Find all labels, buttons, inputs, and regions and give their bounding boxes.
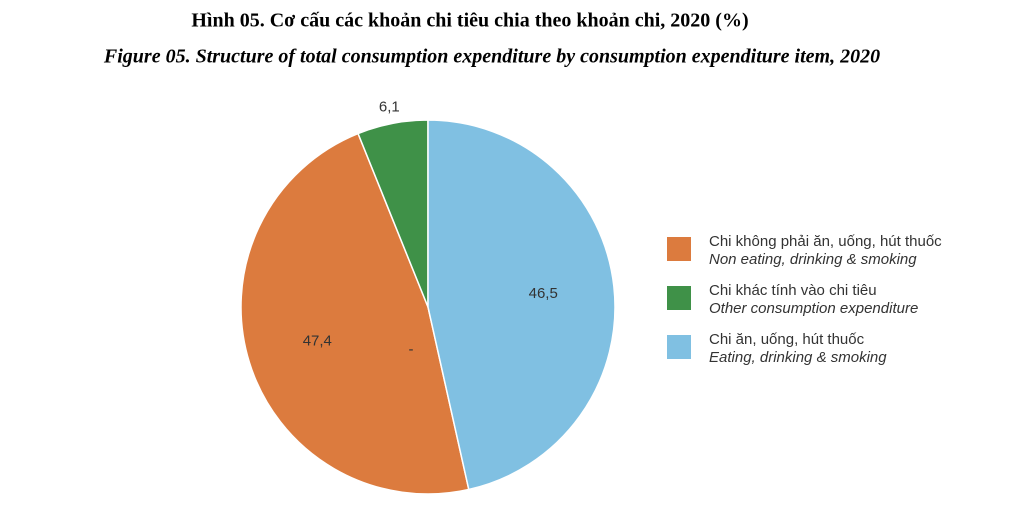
legend-label: Chi không phải ăn, uống, hút thuốc [709, 233, 942, 250]
chart-title: Hình 05. Cơ cấu các khoản chi tiêu chia … [191, 10, 748, 32]
legend-swatch [667, 286, 691, 310]
legend-label-en: Other consumption expenditure [709, 300, 918, 317]
value-label: 47,4 [303, 332, 332, 349]
legend-label-en: Non eating, drinking & smoking [709, 251, 917, 268]
legend-label-en: Eating, drinking & smoking [709, 349, 887, 366]
chart-subtitle: Figure 05. Structure of total consumptio… [103, 46, 880, 68]
pie-slice [427, 119, 616, 491]
pie-slice [240, 132, 470, 495]
legend-label: Chi khác tính vào chi tiêu [709, 282, 877, 299]
legend-swatch [667, 237, 691, 261]
annotation: - [409, 341, 414, 358]
legend-swatch [667, 335, 691, 359]
legend-label: Chi ăn, uống, hút thuốc [709, 331, 865, 348]
value-label: 46,5 [529, 285, 558, 302]
value-label: 6,1 [379, 99, 400, 116]
pie: 47,4 6,1 46,5 [240, 99, 616, 495]
